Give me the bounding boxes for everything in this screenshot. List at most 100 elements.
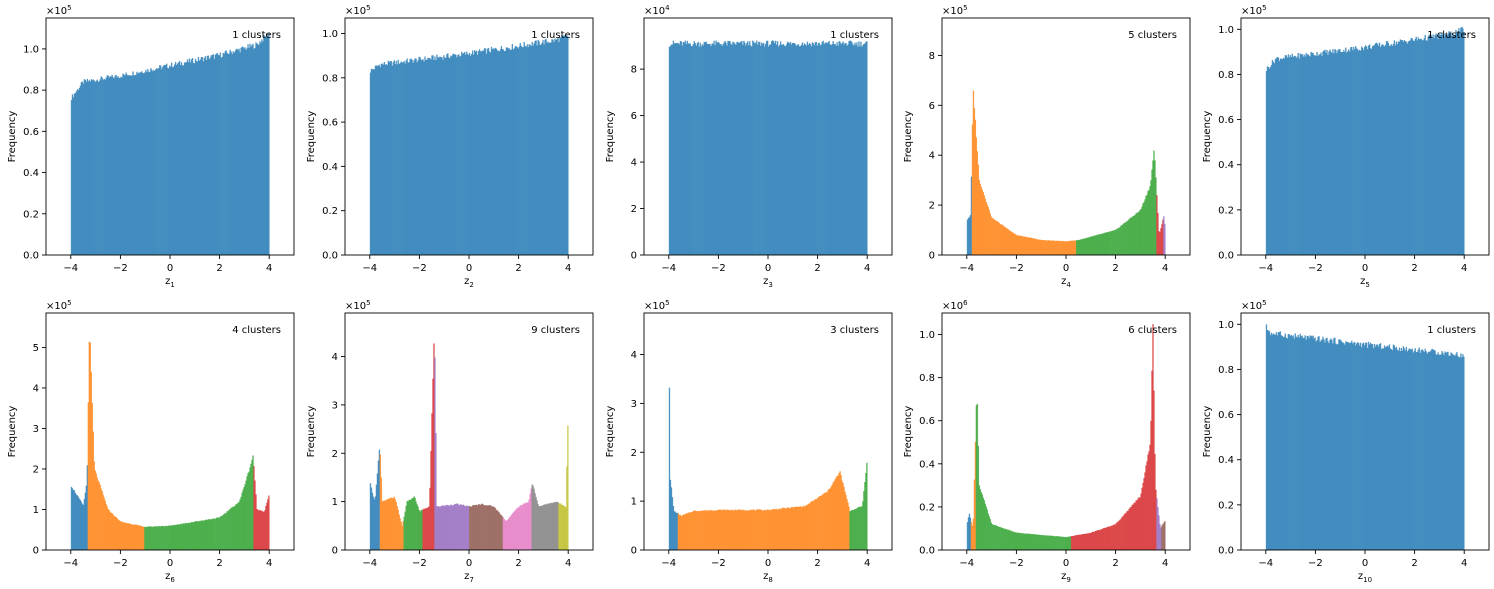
histogram-bar xyxy=(1336,344,1338,550)
histogram-bar xyxy=(1420,350,1422,550)
x-tick-label: 4 xyxy=(565,558,571,569)
histogram-bar xyxy=(104,79,106,255)
histogram-bar xyxy=(1322,51,1324,255)
histogram-bar xyxy=(465,54,467,255)
histogram-bar xyxy=(784,508,787,550)
histogram-bar xyxy=(527,502,529,550)
histogram-bar xyxy=(978,485,981,550)
histogram-bar xyxy=(815,41,817,255)
histogram-bar xyxy=(103,78,105,255)
histogram-bar xyxy=(1281,59,1284,256)
histogram-bar xyxy=(975,405,978,550)
histogram-bar xyxy=(690,46,692,255)
histogram-bar xyxy=(723,509,725,550)
histogram-bar xyxy=(95,473,97,550)
histogram-bar xyxy=(208,59,211,255)
histogram-bar xyxy=(1000,224,1002,255)
histogram-bar xyxy=(215,517,217,550)
histogram-bar xyxy=(1085,533,1088,550)
histogram-bar xyxy=(1390,44,1393,256)
histogram-bar xyxy=(380,63,383,256)
histogram-bar xyxy=(505,520,508,550)
histogram-bar xyxy=(1356,343,1358,550)
histogram-bar xyxy=(1065,241,1067,255)
histogram-bar xyxy=(496,510,499,550)
histogram-bar xyxy=(857,507,859,550)
histogram-bar xyxy=(407,501,409,550)
histogram-bar xyxy=(998,526,1000,550)
histogram-bar xyxy=(1404,350,1407,550)
histogram-bar xyxy=(1342,52,1344,255)
y-tick-label: 0.4 xyxy=(919,459,935,470)
histogram-bar xyxy=(503,51,506,255)
y-tick-label: 1.0 xyxy=(23,44,39,55)
histogram-bar xyxy=(1147,191,1149,255)
histogram-bar xyxy=(390,61,392,256)
histogram-bar xyxy=(180,62,183,255)
histogram-bar xyxy=(252,455,254,550)
histogram-bar xyxy=(1402,346,1405,550)
histogram-bar xyxy=(1389,45,1392,256)
histogram-bar xyxy=(566,35,568,256)
histogram-bar xyxy=(982,497,985,550)
histogram-bar xyxy=(842,482,844,550)
histogram-bar xyxy=(806,504,809,550)
histogram-bar xyxy=(770,41,773,255)
histogram-bar xyxy=(98,482,100,550)
histogram-bar xyxy=(530,488,532,550)
x-tick-label: −4 xyxy=(1258,558,1273,569)
histogram-bar xyxy=(722,509,724,550)
histogram-bar xyxy=(76,89,79,255)
histogram-bar xyxy=(423,508,425,550)
histogram-bar xyxy=(709,44,711,255)
histogram-bar xyxy=(844,491,846,550)
histogram-bar xyxy=(1422,350,1424,550)
histogram-bar xyxy=(738,42,740,256)
y-tick-label: 0.0 xyxy=(23,251,39,262)
histogram-bar xyxy=(91,80,93,255)
histogram-bar xyxy=(1326,337,1328,550)
histogram-bar xyxy=(1144,472,1146,550)
histogram-bar xyxy=(999,223,1001,255)
histogram-bar xyxy=(1430,35,1432,255)
histogram-bar xyxy=(450,504,452,550)
x-tick-label: 2 xyxy=(1112,263,1118,274)
histogram-bar xyxy=(121,522,123,550)
histogram-bar xyxy=(1150,180,1152,255)
histogram-bar xyxy=(252,43,254,256)
histogram-bar xyxy=(1081,238,1084,255)
x-tick-label: 0 xyxy=(167,558,173,569)
histogram-bar xyxy=(438,57,440,255)
histogram-bar xyxy=(1278,61,1281,255)
histogram-bar xyxy=(489,52,492,255)
x-tick-label: −2 xyxy=(1308,263,1323,274)
histogram-bar xyxy=(1330,51,1332,256)
histogram-bar xyxy=(71,94,74,256)
histogram-bar xyxy=(200,57,203,255)
histogram-bar xyxy=(991,524,993,550)
histogram-bar xyxy=(70,486,73,550)
histogram-bar xyxy=(477,50,480,256)
histogram-bar xyxy=(162,66,164,255)
x-tick-label: 4 xyxy=(864,263,870,274)
histogram-bar xyxy=(438,506,440,550)
histogram-bar xyxy=(1344,51,1346,255)
histogram-bar xyxy=(728,510,730,550)
histogram-bar xyxy=(218,517,220,550)
histogram-bar xyxy=(560,37,562,255)
histogram-bar xyxy=(1441,32,1443,255)
histogram-bar xyxy=(504,50,507,255)
histogram-bar xyxy=(684,40,687,255)
histogram-bars xyxy=(369,34,569,256)
histogram-bar xyxy=(1021,236,1023,255)
histogram-bar xyxy=(1395,346,1398,550)
histogram-bar xyxy=(1271,59,1274,256)
histogram-bar xyxy=(754,43,756,256)
histogram-bar xyxy=(1325,338,1327,550)
histogram-bar xyxy=(424,508,426,550)
histogram-bar xyxy=(241,46,243,256)
histogram-bar xyxy=(1314,337,1316,550)
histogram-bar xyxy=(207,55,210,255)
histogram-bar xyxy=(1009,530,1011,550)
histogram-bar xyxy=(450,55,452,256)
